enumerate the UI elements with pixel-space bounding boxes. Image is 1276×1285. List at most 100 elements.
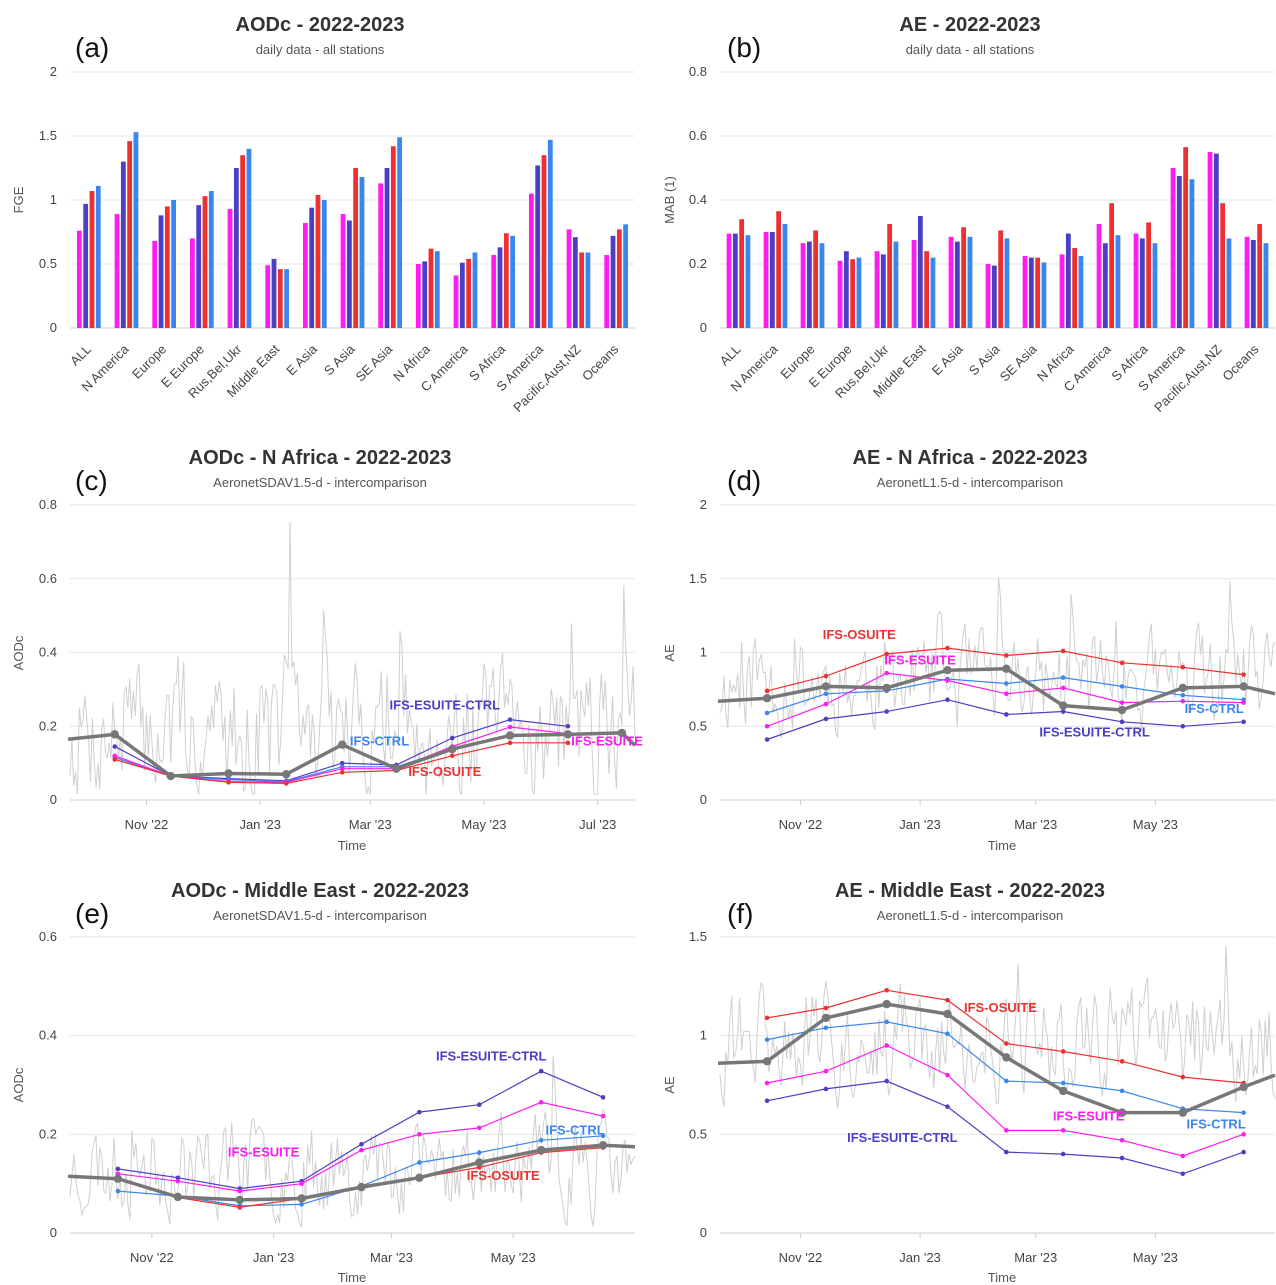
bar-ifs-esuite bbox=[604, 255, 610, 328]
bar-ifs-esuite bbox=[227, 208, 233, 328]
obs-monthly-point bbox=[1239, 682, 1248, 691]
series-label: IFS-OSUITE bbox=[964, 1000, 1037, 1015]
panel-title: AE - Middle East - 2022-2023 bbox=[835, 880, 1105, 902]
x-tick-label: May '23 bbox=[461, 817, 506, 832]
series-label: IFS-CTRL bbox=[350, 733, 409, 748]
panel-title: AE - 2022-2023 bbox=[899, 14, 1040, 36]
y-axis-label: FGE bbox=[11, 186, 26, 213]
bar-ifs-esuite-ctrl bbox=[384, 168, 390, 328]
series-point-ifs-esuite bbox=[884, 1043, 889, 1048]
x-tick-label: Jan '23 bbox=[239, 817, 281, 832]
series-point-ifs-esuite bbox=[884, 670, 889, 676]
series-point-ifs-osuite bbox=[1060, 648, 1066, 654]
obs-monthly-point bbox=[563, 730, 573, 739]
bar-ifs-osuite bbox=[390, 146, 396, 328]
x-axis-label: Time bbox=[338, 1270, 366, 1285]
series-point-ifs-esuite-ctrl bbox=[1241, 1149, 1246, 1155]
bar-ifs-ctrl bbox=[930, 257, 936, 328]
series-point-ifs-ctrl bbox=[1241, 1110, 1246, 1115]
obs-monthly-point bbox=[762, 1057, 772, 1066]
series-label: IFS-ESUITE bbox=[884, 652, 956, 667]
bar-ifs-osuite bbox=[541, 155, 547, 328]
bar-ifs-osuite bbox=[850, 259, 856, 328]
series-point-ifs-esuite-ctrl bbox=[764, 1098, 770, 1104]
y-tick-label: 1 bbox=[700, 1028, 707, 1043]
panel-label: (a) bbox=[75, 32, 109, 63]
series-point-ifs-esuite bbox=[1004, 691, 1009, 697]
y-tick-label: 0 bbox=[700, 1225, 707, 1240]
series-point-ifs-esuite-ctrl bbox=[884, 709, 889, 714]
obs-monthly-point bbox=[1117, 705, 1127, 715]
obs-monthly-point bbox=[1239, 1082, 1248, 1092]
series-point-ifs-esuite bbox=[764, 723, 770, 729]
x-axis-label: Time bbox=[988, 838, 1016, 853]
bar-ifs-esuite bbox=[1133, 233, 1139, 328]
bar-ifs-esuite bbox=[415, 264, 421, 328]
obs-monthly-point bbox=[166, 771, 175, 781]
series-point-ifs-esuite-ctrl bbox=[507, 717, 513, 722]
obs-monthly-point bbox=[1178, 683, 1188, 693]
bar-ifs-esuite-ctrl bbox=[954, 241, 960, 328]
bar-ifs-ctrl bbox=[1226, 238, 1232, 328]
bar-ifs-esuite-ctrl bbox=[610, 235, 616, 328]
bar-ifs-ctrl bbox=[1078, 256, 1084, 328]
obs-monthly-point bbox=[1178, 1108, 1188, 1117]
panel-e: AODc - Middle East - 2022-2023 AeronetSD… bbox=[11, 880, 636, 1285]
series-point-ifs-esuite bbox=[1119, 1137, 1125, 1143]
obs-monthly-point bbox=[598, 1140, 608, 1150]
series-point-ifs-osuite bbox=[1119, 1059, 1125, 1064]
bar-ifs-esuite-ctrl bbox=[1065, 233, 1071, 328]
series-point-ifs-esuite-ctrl bbox=[823, 716, 829, 722]
series-point-ifs-ctrl bbox=[476, 1150, 482, 1155]
x-tick-label: E Asia bbox=[929, 341, 966, 378]
series-point-ifs-osuite bbox=[945, 645, 950, 651]
series-point-ifs-osuite bbox=[226, 780, 231, 785]
bar-ifs-esuite-ctrl bbox=[1102, 243, 1108, 328]
bar-ifs-osuite bbox=[240, 155, 246, 328]
panel-c: AODc - N Africa - 2022-2023 AeronetSDAV1… bbox=[11, 447, 643, 853]
series-point-ifs-esuite bbox=[823, 701, 829, 707]
bar-ifs-ctrl bbox=[95, 185, 101, 328]
x-tick-label: Pacific,Aust,NZ bbox=[510, 341, 583, 414]
bar-ifs-esuite bbox=[302, 223, 308, 328]
series-point-ifs-osuite bbox=[884, 987, 889, 993]
panel-a: AODc - 2022-2023 daily data - all statio… bbox=[11, 14, 635, 415]
bar-ifs-esuite bbox=[491, 255, 497, 328]
x-tick-label: May '23 bbox=[491, 1250, 536, 1265]
bar-ifs-esuite-ctrl bbox=[422, 261, 428, 328]
series-point-ifs-osuite bbox=[1060, 1049, 1066, 1054]
obs-monthly-point bbox=[282, 769, 291, 779]
series-point-ifs-esuite-ctrl bbox=[1004, 1149, 1009, 1155]
y-tick-label: 0 bbox=[700, 792, 707, 807]
series-point-ifs-esuite bbox=[1060, 1128, 1066, 1133]
x-tick-label: Jan '23 bbox=[899, 817, 941, 832]
bar-ifs-esuite bbox=[528, 193, 534, 328]
bar-ifs-osuite bbox=[277, 269, 283, 328]
bar-ifs-ctrl bbox=[510, 235, 516, 328]
bar-ifs-osuite bbox=[428, 248, 434, 328]
bar-ifs-ctrl bbox=[585, 252, 591, 328]
series-point-ifs-esuite-ctrl bbox=[945, 1104, 950, 1110]
obs-monthly-point bbox=[821, 682, 831, 691]
bar-ifs-esuite-ctrl bbox=[459, 262, 465, 328]
series-point-ifs-ctrl bbox=[417, 1160, 422, 1165]
bar-ifs-esuite bbox=[985, 264, 991, 328]
obs-monthly-point bbox=[1002, 1053, 1011, 1062]
bar-ifs-osuite bbox=[164, 206, 170, 328]
series-point-ifs-esuite bbox=[476, 1125, 482, 1131]
bar-ifs-esuite bbox=[874, 251, 880, 328]
series-point-ifs-esuite bbox=[1119, 700, 1125, 705]
obs-monthly-point bbox=[1117, 1108, 1127, 1117]
series-point-ifs-esuite-ctrl bbox=[1119, 1155, 1125, 1161]
bar-ifs-ctrl bbox=[208, 191, 214, 328]
obs-monthly-point bbox=[505, 731, 515, 740]
bar-ifs-esuite-ctrl bbox=[1250, 240, 1256, 328]
series-point-ifs-ctrl bbox=[538, 1137, 544, 1143]
bar-ifs-esuite-ctrl bbox=[309, 207, 315, 328]
bar-ifs-osuite bbox=[998, 230, 1004, 328]
series-point-ifs-esuite-ctrl bbox=[476, 1102, 482, 1108]
series-point-ifs-esuite-ctrl bbox=[600, 1095, 606, 1100]
bar-ifs-ctrl bbox=[284, 269, 290, 328]
bar-ifs-esuite-ctrl bbox=[83, 203, 89, 328]
bar-ifs-ctrl bbox=[856, 257, 862, 328]
